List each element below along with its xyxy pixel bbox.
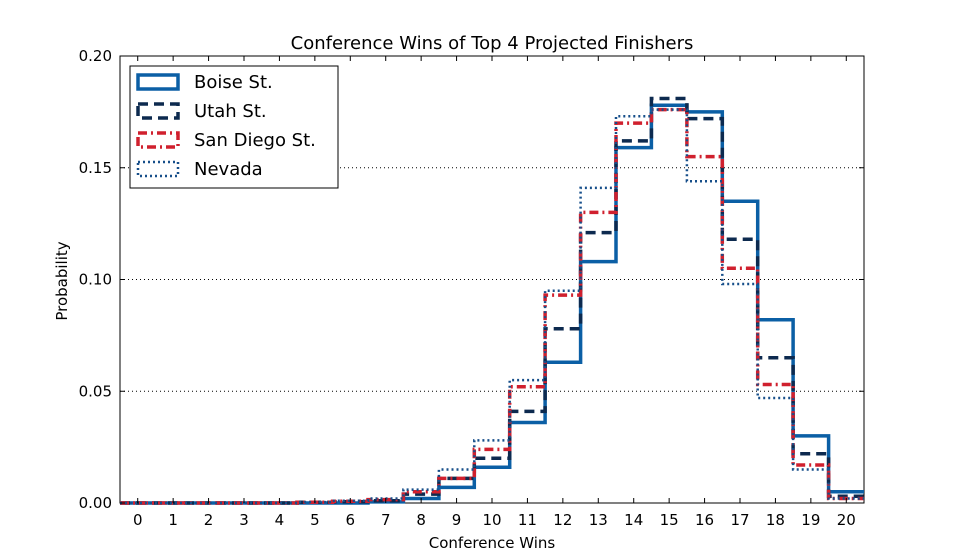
legend: Boise St. Utah St. San Diego St. Nevada <box>129 65 339 189</box>
x-tick-label: 11 <box>518 511 537 529</box>
legend-label: Boise St. <box>194 72 273 93</box>
x-tick-label: 0 <box>133 511 143 529</box>
x-tick-label: 17 <box>730 511 749 529</box>
x-tick-label: 4 <box>275 511 285 529</box>
legend-label: Nevada <box>194 159 263 180</box>
x-tick-label: 3 <box>239 511 249 529</box>
x-tick-label: 13 <box>589 511 608 529</box>
series-layer <box>120 96 864 505</box>
x-tick-label: 16 <box>695 511 714 529</box>
x-tick-label: 2 <box>204 511 214 529</box>
y-tick-label: 0.10 <box>79 271 112 289</box>
x-tick-label: 6 <box>346 511 356 529</box>
x-tick-label: 10 <box>482 511 501 529</box>
x-tick-label: 18 <box>766 511 785 529</box>
y-tick-label: 0.20 <box>79 47 112 65</box>
legend-swatch <box>136 102 180 120</box>
legend-label: Utah St. <box>194 101 267 122</box>
legend-label: San Diego St. <box>194 130 316 151</box>
x-tick-label: 19 <box>801 511 820 529</box>
legend-swatch <box>136 73 180 91</box>
legend-box <box>129 65 339 189</box>
series-nevada <box>120 108 864 505</box>
series-step-line <box>120 96 864 505</box>
y-tick-label: 0.05 <box>79 382 112 400</box>
axis-ticks: 0.000.050.100.150.200 1 2 3 4 5 6 7 8 9 10 11 12 13 14… <box>79 47 864 529</box>
x-tick-label: 12 <box>553 511 572 529</box>
y-axis-label: Probability <box>53 241 71 320</box>
series-utah-st <box>120 96 864 505</box>
x-tick-label: 8 <box>416 511 426 529</box>
y-tick-label: 0.15 <box>79 159 112 177</box>
x-tick-label: 1 <box>168 511 178 529</box>
series-step-line <box>120 107 864 505</box>
x-tick-label: 9 <box>452 511 462 529</box>
y-tick-label: 0.00 <box>79 494 112 512</box>
x-tick-label: 15 <box>660 511 679 529</box>
x-axis-label: Conference Wins <box>429 534 556 552</box>
chart-title: Conference Wins of Top 4 Projected Finis… <box>291 33 694 54</box>
legend-swatch <box>136 131 180 149</box>
x-tick-label: 5 <box>310 511 320 529</box>
x-tick-label: 14 <box>624 511 643 529</box>
series-san-diego-st <box>120 107 864 505</box>
legend-swatch <box>136 160 180 178</box>
x-tick-label: 7 <box>381 511 391 529</box>
x-tick-label: 20 <box>837 511 856 529</box>
series-step-line <box>120 108 864 505</box>
